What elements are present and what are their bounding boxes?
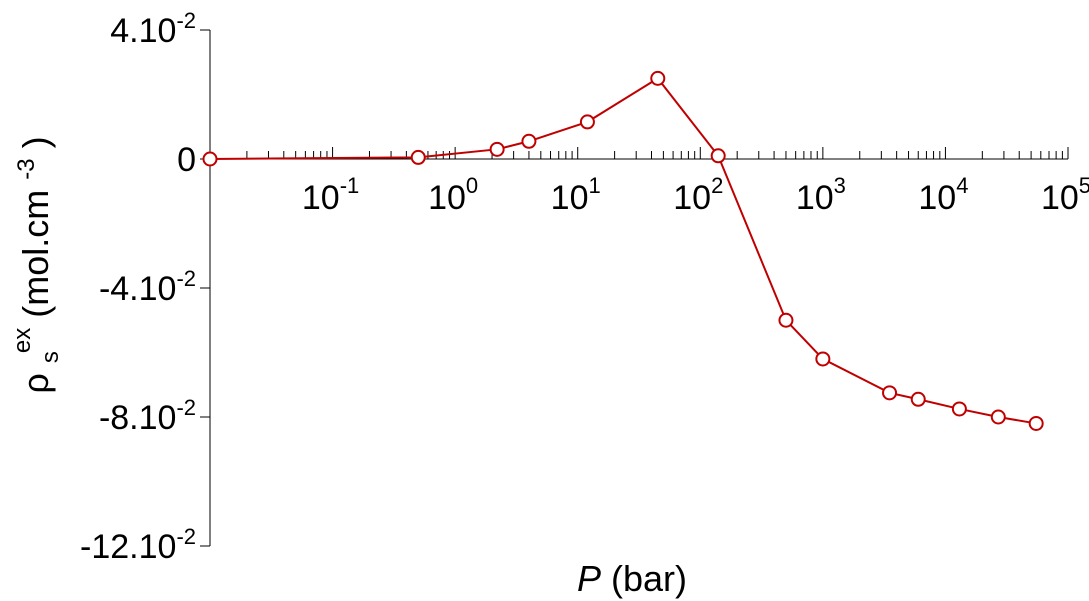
y-axis-unit-superscript: -3 — [13, 158, 40, 179]
data-point — [990, 409, 1006, 425]
data-point — [815, 351, 831, 367]
x-tick-label: 101 — [551, 173, 601, 217]
data-point — [521, 133, 537, 149]
x-axis-unit: (bar) — [611, 558, 687, 599]
y-axis-unit-end: ) — [15, 136, 56, 148]
x-tick-label: 100 — [428, 173, 478, 217]
data-point — [579, 114, 595, 130]
data-point — [202, 151, 218, 167]
y-tick-label: -4.10-2 — [99, 266, 196, 308]
data-point — [1028, 415, 1044, 431]
data-point — [650, 70, 666, 86]
y-axis-title: ρ s ex (mol.cm -3 ) — [0, 136, 66, 393]
y-axis-superscript: ex — [9, 328, 36, 353]
data-point — [951, 401, 967, 417]
series-line — [209, 77, 1037, 425]
y-axis-subscript: s — [37, 351, 64, 363]
data-point — [910, 391, 926, 407]
x-tick-label: 104 — [918, 173, 968, 217]
x-tick-label: 105 — [1041, 173, 1089, 217]
y-tick-labels: 4.10-2 0 -4.10-2 -8.10-2 -12.10-2 — [80, 8, 196, 566]
y-axis-symbol: ρ — [15, 373, 56, 393]
y-tick-label: -8.10-2 — [99, 395, 196, 437]
axes — [200, 29, 1069, 547]
data-point — [489, 141, 505, 157]
data-point — [710, 148, 726, 164]
x-tick-label: 10-1 — [302, 173, 359, 217]
y-axis-unit-start: (mol.cm — [15, 190, 56, 318]
y-tick-label: 4.10-2 — [110, 8, 196, 50]
x-axis-title: P (bar) — [577, 558, 687, 599]
x-tick-label: 103 — [796, 173, 846, 217]
data-point — [410, 149, 426, 165]
series-layer — [202, 70, 1044, 431]
data-point — [882, 385, 898, 401]
x-tick-label: 102 — [673, 173, 723, 217]
x-axis-symbol: P — [577, 558, 601, 599]
x-tick-labels: 10-1 100 101 102 103 104 105 — [302, 173, 1089, 217]
y-tick-label: 0 — [177, 141, 196, 179]
y-tick-label: -12.10-2 — [80, 524, 196, 566]
data-point — [778, 312, 794, 328]
